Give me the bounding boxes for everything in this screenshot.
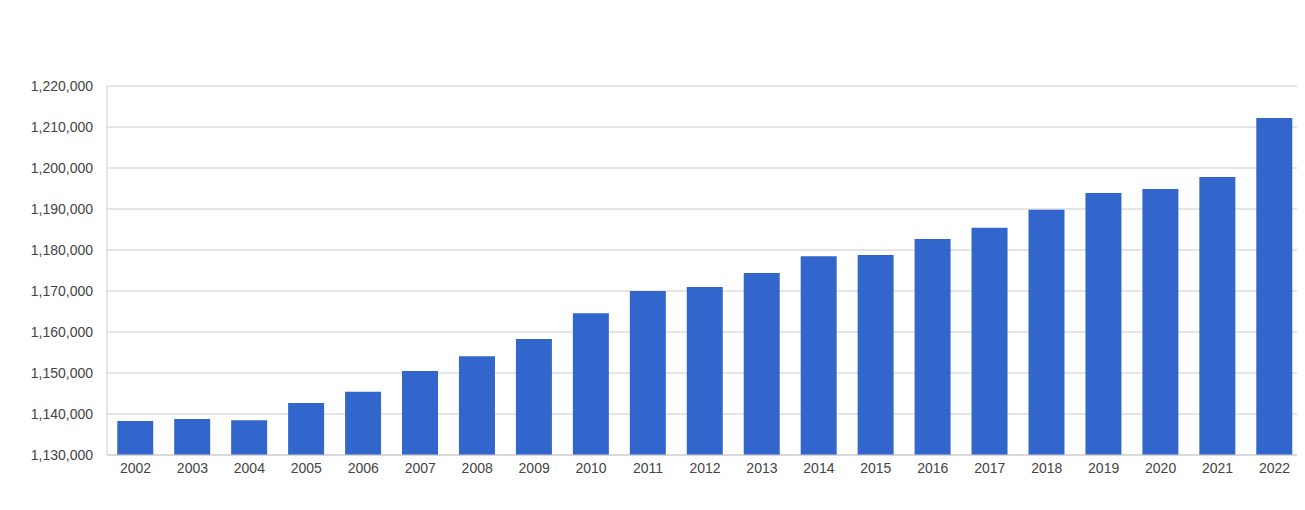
svg-text:2021: 2021 [1202, 460, 1233, 476]
svg-text:2010: 2010 [576, 460, 607, 476]
svg-text:2002: 2002 [120, 460, 151, 476]
svg-text:1,160,000: 1,160,000 [31, 324, 93, 340]
svg-text:2022: 2022 [1259, 460, 1290, 476]
svg-text:2009: 2009 [519, 460, 550, 476]
svg-text:1,150,000: 1,150,000 [31, 365, 93, 381]
svg-text:1,210,000: 1,210,000 [31, 119, 93, 135]
svg-text:1,140,000: 1,140,000 [31, 406, 93, 422]
svg-text:2013: 2013 [746, 460, 777, 476]
svg-text:2017: 2017 [974, 460, 1005, 476]
svg-text:2015: 2015 [860, 460, 891, 476]
svg-text:1,190,000: 1,190,000 [31, 201, 93, 217]
svg-text:2012: 2012 [689, 460, 720, 476]
svg-text:2014: 2014 [803, 460, 834, 476]
svg-text:2008: 2008 [462, 460, 493, 476]
svg-text:1,200,000: 1,200,000 [31, 160, 93, 176]
svg-text:2007: 2007 [405, 460, 436, 476]
svg-text:1,220,000: 1,220,000 [31, 78, 93, 94]
svg-text:2006: 2006 [348, 460, 379, 476]
svg-text:2019: 2019 [1088, 460, 1119, 476]
svg-text:2016: 2016 [917, 460, 948, 476]
svg-text:2004: 2004 [234, 460, 265, 476]
svg-text:2005: 2005 [291, 460, 322, 476]
svg-text:2003: 2003 [177, 460, 208, 476]
svg-text:1,130,000: 1,130,000 [31, 447, 93, 463]
svg-text:2011: 2011 [633, 460, 663, 476]
svg-text:1,180,000: 1,180,000 [31, 242, 93, 258]
svg-text:2018: 2018 [1031, 460, 1062, 476]
svg-text:1,170,000: 1,170,000 [31, 283, 93, 299]
svg-text:2020: 2020 [1145, 460, 1176, 476]
